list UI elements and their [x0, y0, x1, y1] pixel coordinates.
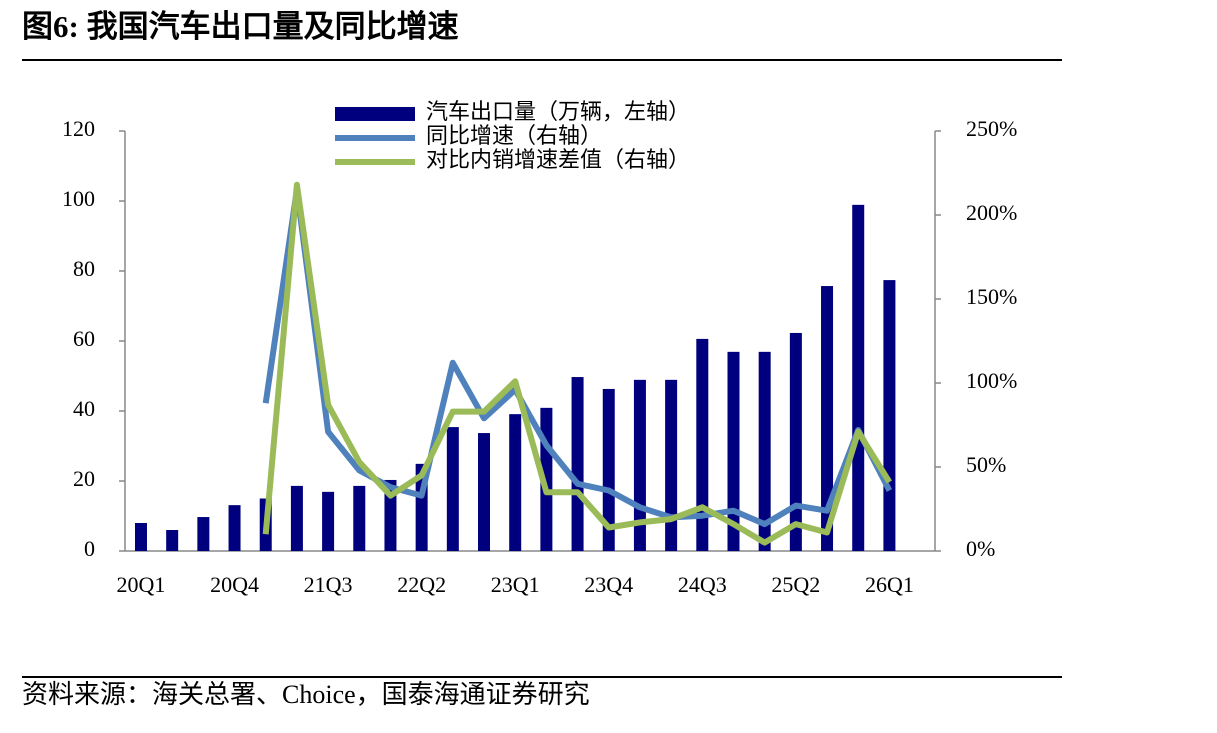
y2-tick-label: 250% [966, 116, 1017, 141]
y2-tick-label: 100% [966, 368, 1017, 393]
chart-title: 图6: 我国汽车出口量及同比增速 [22, 9, 459, 44]
bar [665, 379, 678, 551]
bar [696, 338, 709, 551]
bar [509, 414, 522, 551]
y-tick-label: 60 [73, 326, 95, 351]
bar [446, 427, 459, 551]
bar [821, 286, 834, 551]
x-tick-label: 21Q3 [304, 572, 353, 597]
x-tick-label: 26Q1 [865, 572, 914, 597]
y-tick-label: 40 [73, 396, 95, 421]
bar [290, 485, 303, 551]
x-tick-label: 20Q4 [210, 572, 259, 597]
y2-tick-label: 150% [966, 284, 1017, 309]
bar [852, 204, 865, 551]
bar [571, 377, 584, 551]
x-tick-label: 25Q2 [771, 572, 820, 597]
y-tick-label: 120 [62, 116, 95, 141]
bar [322, 491, 335, 551]
y2-tick-label: 50% [966, 452, 1006, 477]
y-tick-label: 20 [73, 466, 95, 491]
bar [197, 517, 210, 551]
legend-label: 对比内销增速差值（右轴） [426, 147, 690, 172]
bar [727, 351, 740, 551]
bar [353, 485, 366, 551]
bar [228, 505, 241, 551]
x-tick-label: 20Q1 [117, 572, 166, 597]
y2-tick-label: 0% [966, 536, 995, 561]
y-tick-label: 0 [84, 536, 95, 561]
x-tick-label: 23Q1 [491, 572, 540, 597]
line [262, 181, 892, 546]
bar [134, 523, 147, 551]
x-tick-label: 22Q2 [397, 572, 446, 597]
legend-label: 汽车出口量（万辆，左轴） [426, 99, 690, 124]
bar [789, 332, 802, 551]
bar [602, 388, 615, 551]
bar [883, 280, 896, 551]
x-tick-label: 23Q4 [584, 572, 633, 597]
y-tick-label: 100 [62, 186, 95, 211]
y2-tick-label: 200% [966, 200, 1017, 225]
bar [166, 530, 179, 551]
legend-swatch [335, 107, 415, 121]
bar [478, 433, 491, 551]
bar [758, 351, 771, 551]
legend-label: 同比增速（右轴） [426, 123, 602, 148]
y-tick-label: 80 [73, 256, 95, 281]
x-tick-label: 24Q3 [678, 572, 727, 597]
bar [384, 479, 397, 551]
source: 资料来源：海关总署、Choice，国泰海通证券研究 [22, 680, 590, 709]
